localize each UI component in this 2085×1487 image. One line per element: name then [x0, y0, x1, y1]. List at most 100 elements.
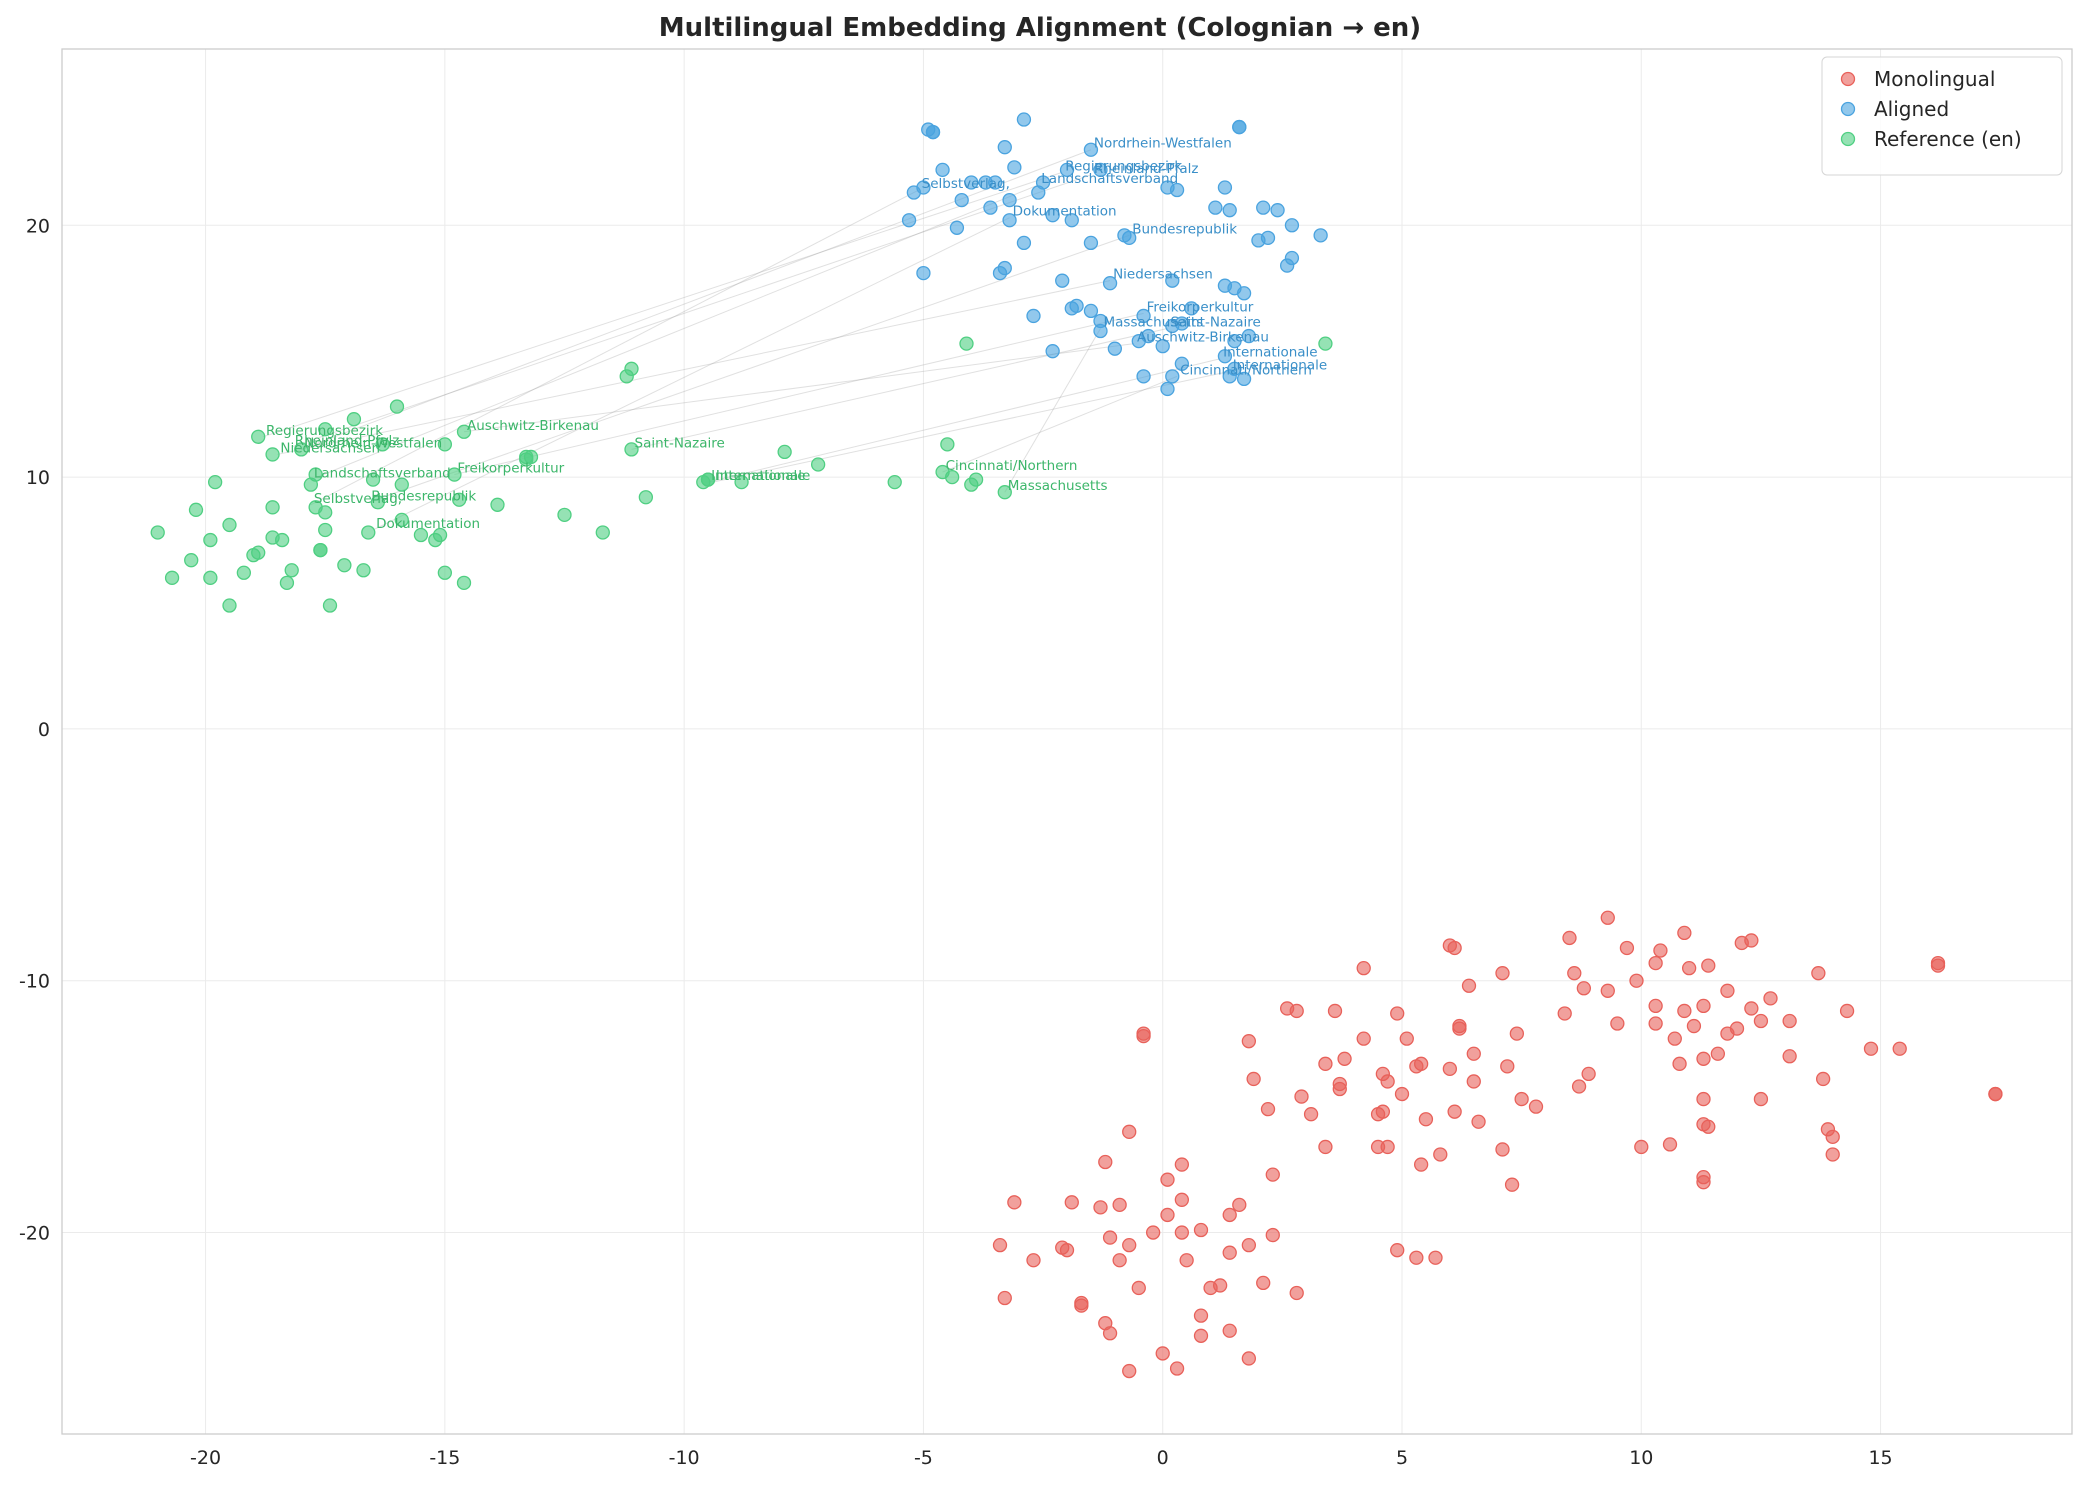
- data-point-reference-en: [318, 522, 333, 538]
- y-tick-label: 0: [38, 719, 50, 741]
- alignment-line: [277, 280, 1111, 455]
- data-point-monolingual: [1710, 1046, 1726, 1061]
- data-point-reference-en: [432, 527, 448, 543]
- data-point-monolingual: [1509, 1026, 1525, 1041]
- data-point-reference-en: [997, 485, 1012, 500]
- point-label: Selbstverlag,: [922, 176, 1010, 192]
- data-point-aligned: [1002, 213, 1017, 228]
- data-point-reference-en: [318, 505, 333, 520]
- point-label: Landschaftsverband: [1041, 171, 1178, 187]
- point-label: Massachusetts: [1008, 478, 1108, 494]
- point-label: Internationale: [1233, 357, 1327, 373]
- data-point-aligned: [1208, 200, 1223, 215]
- data-point-monolingual: [1232, 1197, 1247, 1212]
- data-point-monolingual: [1567, 966, 1582, 981]
- data-point-aligned: [964, 175, 979, 190]
- data-point-reference-en: [1318, 336, 1333, 351]
- data-point-aligned: [1059, 162, 1075, 178]
- data-point-monolingual: [1145, 1225, 1161, 1240]
- point-label: Saint-Nazaire: [1171, 315, 1261, 331]
- data-point-monolingual: [1102, 1230, 1118, 1245]
- data-point-monolingual: [1815, 1071, 1831, 1087]
- data-point-aligned: [1083, 303, 1099, 319]
- data-point-aligned: [1016, 112, 1032, 127]
- data-point-reference-en: [777, 444, 792, 460]
- point-label: Landschaftsverband: [314, 466, 451, 482]
- point-label: Internationale: [711, 468, 805, 484]
- data-point-monolingual: [1155, 1346, 1170, 1361]
- alignment-line: [1004, 328, 1101, 493]
- data-point-aligned: [1045, 208, 1060, 223]
- data-point-aligned: [1002, 192, 1017, 208]
- data-point-reference-en: [523, 449, 539, 465]
- data-point-monolingual: [1112, 1197, 1127, 1212]
- data-point-monolingual: [1294, 1089, 1309, 1104]
- data-point-monolingual: [1380, 1074, 1395, 1089]
- data-point-monolingual: [1098, 1154, 1113, 1170]
- data-point-reference-en: [734, 474, 749, 490]
- legend-marker-reference-en: [1840, 131, 1856, 147]
- data-point-monolingual: [1241, 1351, 1257, 1366]
- data-point-monolingual: [1753, 1013, 1769, 1029]
- data-point-aligned: [1155, 338, 1170, 354]
- data-point-reference-en: [251, 545, 266, 560]
- data-point-aligned: [1236, 286, 1252, 301]
- data-point-aligned: [997, 260, 1012, 276]
- data-point-monolingual: [1753, 1091, 1769, 1107]
- x-tick-label: 5: [1396, 1447, 1408, 1469]
- data-point-reference-en: [274, 532, 290, 548]
- alignment-line: [310, 189, 919, 506]
- data-point-monolingual: [1074, 1298, 1089, 1313]
- data-point-aligned: [1102, 276, 1118, 291]
- data-point-monolingual: [1160, 1207, 1175, 1223]
- data-point-aligned: [1169, 182, 1185, 198]
- alignment-line: [310, 184, 1039, 481]
- data-point-aligned: [1093, 323, 1108, 339]
- legend-marker-monolingual: [1840, 71, 1856, 87]
- data-point-reference-en: [624, 442, 639, 457]
- connection-lines: [262, 149, 1230, 531]
- data-point-monolingual: [1681, 960, 1697, 976]
- data-point-reference-en: [887, 474, 902, 490]
- data-point-monolingual: [1174, 1192, 1190, 1207]
- data-point-monolingual: [1428, 1250, 1443, 1265]
- data-point-aligned: [1313, 228, 1328, 243]
- data-point-monolingual: [1256, 1275, 1271, 1291]
- point-label: Rheinland-Pfalz: [295, 433, 400, 449]
- data-point-monolingual: [1811, 966, 1826, 981]
- data-point-monolingual: [1988, 1086, 2003, 1102]
- data-point-monolingual: [1356, 960, 1371, 976]
- data-point-reference-en: [624, 361, 639, 376]
- data-point-monolingual: [1390, 1243, 1405, 1258]
- data-point-reference-en: [490, 497, 505, 512]
- data-point-monolingual: [1648, 1016, 1663, 1031]
- data-point-reference-en: [322, 598, 338, 613]
- data-point-aligned: [925, 124, 941, 140]
- data-point-reference-en: [557, 507, 572, 523]
- data-point-monolingual: [1825, 1129, 1840, 1145]
- data-point-aligned: [1227, 333, 1242, 349]
- data-point-reference-en: [203, 532, 218, 548]
- data-point-monolingual: [1763, 991, 1778, 1006]
- data-point-reference-en: [164, 570, 180, 585]
- legend-box: [1821, 56, 2063, 176]
- data-point-reference-en: [595, 525, 610, 540]
- legend-marker-aligned: [1840, 101, 1856, 117]
- y-tick-label: -20: [19, 1223, 50, 1245]
- point-label: Internationale: [716, 468, 810, 484]
- data-point-aligned: [1136, 369, 1151, 384]
- data-point-monolingual: [1327, 1003, 1343, 1019]
- point-label: Bundesrepublik: [371, 488, 476, 504]
- data-point-monolingual: [1782, 1049, 1797, 1064]
- data-point-monolingual: [1672, 1056, 1687, 1071]
- data-point-monolingual: [1863, 1041, 1879, 1056]
- data-point-monolingual: [1064, 1195, 1079, 1210]
- data-point-monolingual: [1174, 1225, 1190, 1240]
- data-point-monolingual: [1007, 1195, 1022, 1210]
- data-point-reference-en: [207, 474, 223, 490]
- point-label: Nordrhein-Westfalen: [304, 435, 442, 451]
- series-reference-en: [150, 336, 1333, 613]
- data-point-aligned: [1083, 142, 1099, 157]
- data-point-monolingual: [1701, 1119, 1716, 1134]
